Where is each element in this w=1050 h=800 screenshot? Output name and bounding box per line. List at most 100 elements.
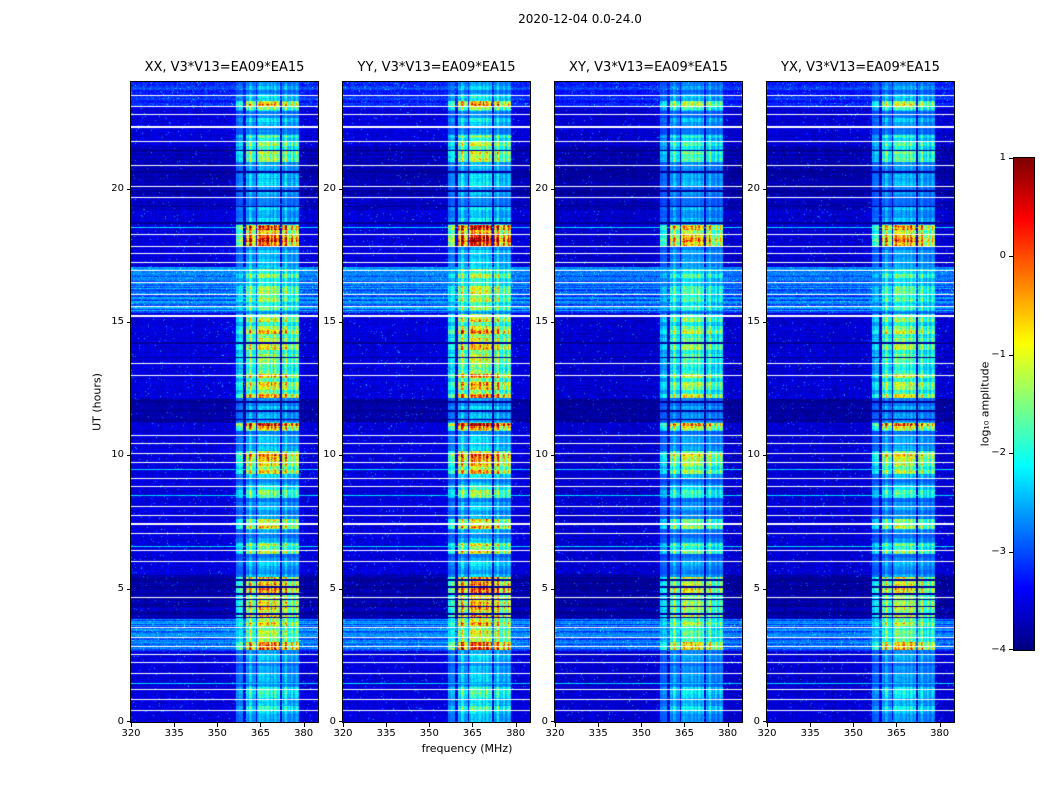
x-tick-label: 320 [545, 728, 565, 739]
spectrogram-canvas-yx [766, 81, 955, 723]
y-tick-label: 5 [541, 582, 548, 594]
colorbar-tick-mark [1009, 453, 1014, 454]
y-tick-label: 10 [747, 449, 760, 461]
y-tick-mark [339, 189, 343, 190]
y-tick-label: 0 [753, 716, 760, 727]
colorbar-tick-label: −2 [991, 447, 1006, 459]
colorbar-tick-mark [1009, 256, 1014, 257]
x-tick-label: 365 [886, 728, 906, 739]
x-tick-mark [304, 723, 305, 727]
y-tick-mark [339, 589, 343, 590]
x-tick-mark [767, 723, 768, 727]
x-tick-mark [131, 723, 132, 727]
x-tick-label: 350 [631, 728, 651, 739]
panel-title-xy: XY, V3*V13=EA09*EA15 [569, 60, 728, 75]
y-tick-label: 5 [753, 582, 760, 594]
x-tick-mark [217, 723, 218, 727]
panel-title-yx: YX, V3*V13=EA09*EA15 [781, 60, 940, 75]
colorbar-gradient [1013, 157, 1035, 651]
y-tick-mark [127, 721, 131, 722]
colorbar-tick-label: −1 [991, 348, 1006, 360]
x-tick-label: 380 [718, 728, 738, 739]
x-tick-label: 350 [207, 728, 227, 739]
x-tick-label: 335 [800, 728, 820, 739]
x-tick-mark [896, 723, 897, 727]
x-tick-mark [810, 723, 811, 727]
y-tick-label: 10 [111, 449, 124, 461]
x-tick-label: 335 [588, 728, 608, 739]
y-tick-label: 15 [111, 316, 124, 327]
x-tick-mark [555, 723, 556, 727]
y-tick-mark [127, 589, 131, 590]
y-tick-label: 5 [117, 582, 124, 594]
figure-title: 2020-12-04 0.0-24.0 [518, 12, 642, 26]
y-tick-mark [763, 455, 767, 456]
x-tick-mark [429, 723, 430, 727]
x-tick-mark [728, 723, 729, 727]
x-tick-label: 350 [843, 728, 863, 739]
y-tick-label: 20 [747, 182, 760, 194]
y-tick-mark [339, 721, 343, 722]
panel-title-yy: YY, V3*V13=EA09*EA15 [357, 60, 516, 75]
x-tick-label: 380 [930, 728, 950, 739]
y-tick-label: 15 [747, 316, 760, 327]
y-tick-label: 20 [323, 182, 336, 194]
x-tick-mark [853, 723, 854, 727]
y-tick-label: 10 [323, 449, 336, 461]
spectrogram-canvas-xx [130, 81, 319, 723]
colorbar-label: log₁₀ amplitude [978, 361, 992, 447]
y-tick-mark [339, 455, 343, 456]
y-axis-label: UT (hours) [90, 373, 104, 431]
y-tick-label: 5 [329, 582, 336, 594]
x-tick-mark [386, 723, 387, 727]
x-tick-label: 320 [333, 728, 353, 739]
x-tick-label: 380 [506, 728, 526, 739]
x-tick-label: 320 [121, 728, 141, 739]
y-tick-mark [551, 322, 555, 323]
spectrogram-panel-xy: XY, V3*V13=EA09*EA15 0 5 10 15 20 320 335 350 365… [535, 60, 743, 739]
y-tick-mark [551, 721, 555, 722]
x-tick-mark [598, 723, 599, 727]
colorbar-tick-label: −3 [991, 545, 1006, 557]
y-tick-mark [763, 721, 767, 722]
y-tick-label: 15 [535, 316, 548, 327]
x-tick-mark [174, 723, 175, 727]
x-tick-mark [940, 723, 941, 727]
x-tick-label: 335 [164, 728, 184, 739]
x-axis-label: frequency (MHz) [421, 742, 513, 755]
x-tick-label: 320 [757, 728, 777, 739]
x-tick-mark [684, 723, 685, 727]
colorbar-tick-mark [1009, 552, 1014, 553]
colorbar-tick-label: −4 [991, 644, 1006, 655]
y-tick-label: 15 [323, 316, 336, 327]
x-tick-mark [343, 723, 344, 727]
y-tick-mark [763, 322, 767, 323]
y-tick-label: 10 [535, 449, 548, 461]
x-tick-mark [641, 723, 642, 727]
colorbar: 1 0 −1 −2 −3 −4 [991, 152, 1035, 655]
spectrogram-canvas-yy [342, 81, 531, 723]
y-tick-label: 0 [117, 716, 124, 727]
colorbar-tick-mark [1009, 649, 1014, 650]
colorbar-tick-label: 1 [999, 152, 1006, 163]
x-tick-label: 365 [462, 728, 482, 739]
x-tick-label: 380 [294, 728, 314, 739]
spectrogram-panel-yx: YX, V3*V13=EA09*EA15 0 5 10 15 20 320 335 350 365… [747, 60, 955, 739]
y-tick-mark [763, 189, 767, 190]
y-tick-mark [339, 322, 343, 323]
y-tick-mark [551, 455, 555, 456]
x-tick-label: 335 [376, 728, 396, 739]
x-tick-mark [516, 723, 517, 727]
y-tick-mark [127, 189, 131, 190]
colorbar-tick-mark [1009, 355, 1014, 356]
y-tick-mark [551, 189, 555, 190]
colorbar-tick-label: 0 [999, 250, 1006, 262]
y-tick-label: 20 [111, 182, 124, 194]
y-tick-mark [551, 589, 555, 590]
panel-title-xx: XX, V3*V13=EA09*EA15 [144, 60, 305, 75]
y-tick-label: 0 [541, 716, 548, 727]
spectrogram-canvas-xy [554, 81, 743, 723]
x-tick-label: 350 [419, 728, 439, 739]
y-tick-label: 20 [535, 182, 548, 194]
